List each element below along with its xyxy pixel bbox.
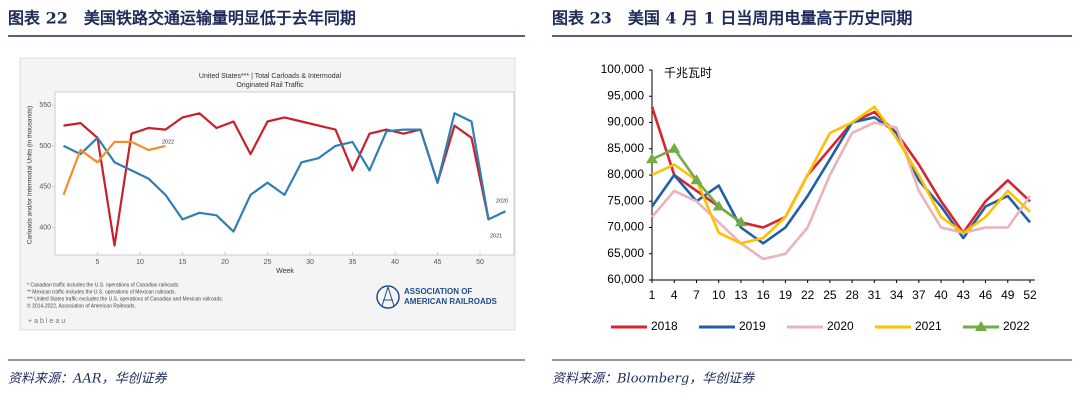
annotation: 2021 bbox=[490, 233, 502, 239]
x-tick-label: 4 bbox=[671, 288, 678, 302]
unit-label: 千兆瓦时 bbox=[664, 66, 712, 80]
marker bbox=[690, 174, 703, 185]
source: 资料来源：Bloomberg，华创证券 bbox=[552, 372, 755, 387]
y-tick-label: 100,000 bbox=[601, 62, 645, 76]
x-tick-label: 31 bbox=[868, 288, 882, 302]
y-tick-label: 80,000 bbox=[607, 167, 644, 181]
logo-text: ASSOCIATION OF bbox=[404, 287, 472, 296]
series-line bbox=[62, 140, 166, 196]
y-tick-label: 70,000 bbox=[607, 220, 644, 234]
y-axis-label: Carloads and/or Intermodal Units (in tho… bbox=[27, 106, 34, 244]
marker bbox=[712, 200, 725, 211]
y-tick-label: 450 bbox=[39, 184, 51, 191]
x-tick-label: 45 bbox=[434, 259, 442, 266]
y-tick-label: 85,000 bbox=[607, 141, 644, 155]
plot-area bbox=[54, 91, 515, 256]
x-tick-label: 46 bbox=[979, 288, 993, 302]
series-line bbox=[63, 112, 506, 233]
x-tick-label: 40 bbox=[934, 288, 948, 302]
x-tick-label: 15 bbox=[179, 259, 187, 266]
source: 资料来源：AAR，华创证券 bbox=[8, 372, 168, 387]
legend-label: 2022 bbox=[1003, 319, 1030, 333]
x-tick-label: 16 bbox=[756, 288, 770, 302]
legend-label: 2019 bbox=[739, 319, 766, 333]
series-line bbox=[651, 121, 1032, 261]
legend-marker bbox=[975, 321, 987, 331]
logo-icon bbox=[376, 285, 400, 309]
x-tick-label: 10 bbox=[712, 288, 726, 302]
y-tick-label: 550 bbox=[39, 102, 51, 109]
x-tick-label: 50 bbox=[476, 259, 484, 266]
y-tick-label: 400 bbox=[39, 224, 51, 231]
x-tick-label: 20 bbox=[221, 259, 229, 266]
marker bbox=[734, 216, 747, 227]
y-tick-label: 95,000 bbox=[607, 88, 644, 102]
x-tick-label: 52 bbox=[1023, 288, 1037, 302]
x-tick-label: 40 bbox=[391, 259, 399, 266]
x-tick-label: 19 bbox=[779, 288, 793, 302]
x-tick-label: 49 bbox=[1001, 288, 1015, 302]
x-tick-label: 25 bbox=[823, 288, 837, 302]
x-tick-label: 34 bbox=[890, 288, 904, 302]
logo-text: AMERICAN RAILROADS bbox=[404, 297, 498, 306]
footnote: *** United States traffic excludes the U… bbox=[27, 296, 223, 302]
logo-icon bbox=[381, 286, 395, 307]
chart-subtitle: Originated Rail Traffic bbox=[236, 82, 304, 89]
footnote: © 2014-2022, Association of American Rai… bbox=[27, 302, 136, 309]
x-tick-label: 37 bbox=[912, 288, 926, 302]
y-tick-label: 65,000 bbox=[607, 246, 644, 260]
x-tick-label: 30 bbox=[306, 259, 314, 266]
legend-label: 2018 bbox=[651, 319, 678, 333]
brand: +ableau bbox=[28, 318, 67, 325]
x-axis-label: Week bbox=[276, 268, 294, 275]
legend-label: 2021 bbox=[915, 319, 942, 333]
y-tick-label: 60,000 bbox=[607, 272, 644, 286]
x-tick-label: 5 bbox=[96, 259, 100, 266]
figure-title: 图表 22 美国铁路交通运输量明显低于去年同期 bbox=[8, 9, 356, 28]
x-tick-label: 35 bbox=[349, 259, 357, 266]
series-line bbox=[651, 105, 1031, 245]
annotation: 2022 bbox=[162, 139, 174, 145]
x-tick-label: 43 bbox=[957, 288, 971, 302]
x-tick-label: 10 bbox=[136, 259, 144, 266]
x-tick-label: 13 bbox=[734, 288, 748, 302]
marker bbox=[646, 153, 658, 164]
marker bbox=[668, 142, 681, 153]
x-tick-label: 7 bbox=[693, 288, 700, 302]
chart-title: United States*** | Total Carloads & Inte… bbox=[199, 73, 342, 80]
x-tick-label: 28 bbox=[845, 288, 859, 302]
annotation: 2020 bbox=[496, 198, 508, 204]
y-tick-label: 500 bbox=[39, 143, 51, 150]
y-tick-label: 90,000 bbox=[607, 115, 644, 129]
legend-label: 2020 bbox=[827, 319, 854, 333]
figure-title: 图表 23 美国 4 月 1 日当周用电量高于历史同期 bbox=[552, 9, 912, 28]
x-tick-label: 22 bbox=[801, 288, 815, 302]
footnote: * Canadian traffic includes the U.S. ope… bbox=[27, 282, 180, 288]
y-tick-label: 75,000 bbox=[607, 193, 644, 207]
footnote: ** Mexican traffic includes the U.S. ope… bbox=[27, 289, 176, 295]
x-tick-label: 1 bbox=[649, 288, 656, 302]
x-tick-label: 25 bbox=[264, 259, 272, 266]
